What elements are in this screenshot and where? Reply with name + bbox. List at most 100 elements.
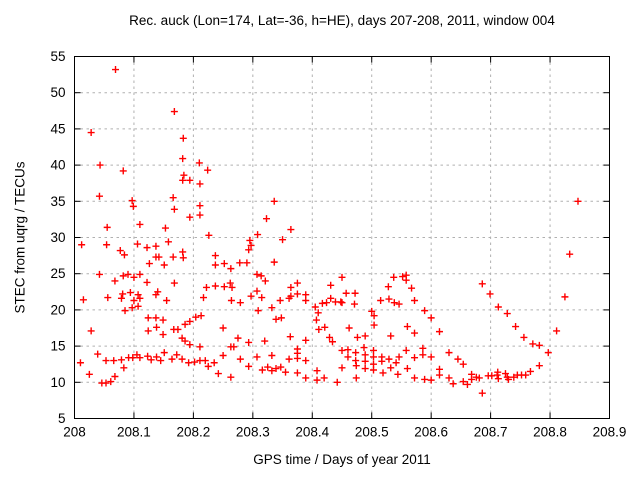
data-point bbox=[387, 332, 395, 340]
data-point bbox=[314, 309, 322, 317]
data-point bbox=[102, 357, 110, 365]
data-point bbox=[377, 296, 385, 304]
data-point bbox=[121, 307, 129, 315]
data-point bbox=[293, 354, 301, 362]
chart-title: Rec. auck (Lon=174, Lat=-36, h=HE), days… bbox=[129, 13, 555, 28]
data-point bbox=[279, 236, 287, 244]
data-point bbox=[220, 283, 228, 291]
data-point bbox=[111, 373, 119, 381]
data-point bbox=[128, 197, 136, 205]
data-point bbox=[236, 259, 244, 267]
data-point bbox=[211, 282, 219, 290]
data-point bbox=[370, 346, 378, 354]
data-point bbox=[211, 252, 219, 260]
data-point bbox=[277, 363, 285, 371]
data-point bbox=[197, 312, 205, 320]
data-point bbox=[179, 155, 187, 163]
data-point bbox=[287, 283, 295, 291]
data-point bbox=[143, 244, 151, 252]
y-tick-label: 30 bbox=[50, 230, 65, 245]
data-point bbox=[168, 355, 176, 363]
data-point bbox=[494, 303, 502, 311]
data-point bbox=[313, 376, 321, 384]
data-point bbox=[111, 277, 119, 285]
data-point bbox=[327, 294, 335, 302]
data-point bbox=[226, 279, 234, 287]
data-point bbox=[392, 359, 400, 367]
data-point bbox=[136, 270, 144, 278]
data-point bbox=[445, 374, 453, 382]
data-point bbox=[488, 372, 496, 380]
data-point bbox=[338, 299, 346, 307]
x-tick-label: 208 bbox=[63, 425, 86, 440]
data-point bbox=[181, 320, 189, 328]
data-point bbox=[503, 310, 511, 318]
data-point bbox=[159, 316, 167, 324]
data-point bbox=[163, 296, 171, 304]
data-point bbox=[169, 253, 177, 261]
data-point bbox=[243, 259, 251, 267]
data-point bbox=[478, 389, 486, 397]
data-point bbox=[421, 375, 429, 383]
x-tick-label: 208.3 bbox=[236, 425, 270, 440]
x-tick-label: 208.1 bbox=[117, 425, 151, 440]
data-point bbox=[282, 368, 290, 376]
data-point bbox=[152, 242, 160, 250]
data-point bbox=[219, 324, 227, 332]
data-point bbox=[136, 354, 144, 362]
data-point bbox=[196, 202, 204, 210]
data-point bbox=[459, 360, 467, 368]
data-point bbox=[368, 307, 376, 315]
data-point bbox=[411, 354, 419, 362]
data-point bbox=[361, 357, 369, 365]
data-point bbox=[155, 253, 163, 261]
data-point bbox=[486, 290, 494, 298]
data-point bbox=[390, 299, 398, 307]
data-point bbox=[253, 270, 261, 278]
data-point bbox=[276, 296, 284, 304]
data-point bbox=[136, 294, 144, 302]
data-point bbox=[204, 166, 212, 174]
data-point bbox=[352, 374, 360, 382]
data-point bbox=[463, 380, 471, 388]
data-point bbox=[454, 355, 462, 363]
data-point bbox=[254, 231, 262, 239]
data-point bbox=[202, 283, 210, 291]
data-point bbox=[129, 354, 137, 362]
data-point bbox=[174, 325, 182, 333]
data-point bbox=[112, 66, 120, 74]
data-point bbox=[196, 180, 204, 188]
data-point bbox=[293, 290, 301, 298]
data-point bbox=[345, 324, 353, 332]
data-point bbox=[286, 333, 294, 341]
data-point bbox=[421, 307, 429, 315]
data-point bbox=[520, 333, 528, 341]
data-point bbox=[261, 337, 269, 345]
data-point bbox=[120, 251, 128, 259]
data-point bbox=[293, 369, 301, 377]
data-point bbox=[134, 240, 142, 248]
data-point bbox=[195, 159, 203, 167]
data-point bbox=[419, 351, 427, 359]
data-point bbox=[205, 231, 213, 239]
data-point bbox=[227, 296, 235, 304]
data-point bbox=[395, 353, 403, 361]
data-point bbox=[361, 351, 369, 359]
data-point bbox=[134, 302, 142, 310]
data-points-layer bbox=[76, 66, 582, 397]
data-point bbox=[199, 294, 207, 302]
data-point bbox=[411, 296, 419, 304]
data-point bbox=[270, 258, 278, 266]
data-point bbox=[246, 236, 254, 244]
data-point bbox=[263, 215, 271, 223]
data-point bbox=[192, 313, 200, 321]
data-point bbox=[96, 161, 104, 169]
data-point bbox=[338, 346, 346, 354]
data-point bbox=[103, 223, 111, 231]
data-point bbox=[478, 280, 486, 288]
data-point bbox=[402, 276, 410, 284]
data-point bbox=[144, 314, 152, 322]
plot-frame bbox=[74, 56, 610, 419]
x-tick-label: 208.6 bbox=[414, 425, 448, 440]
